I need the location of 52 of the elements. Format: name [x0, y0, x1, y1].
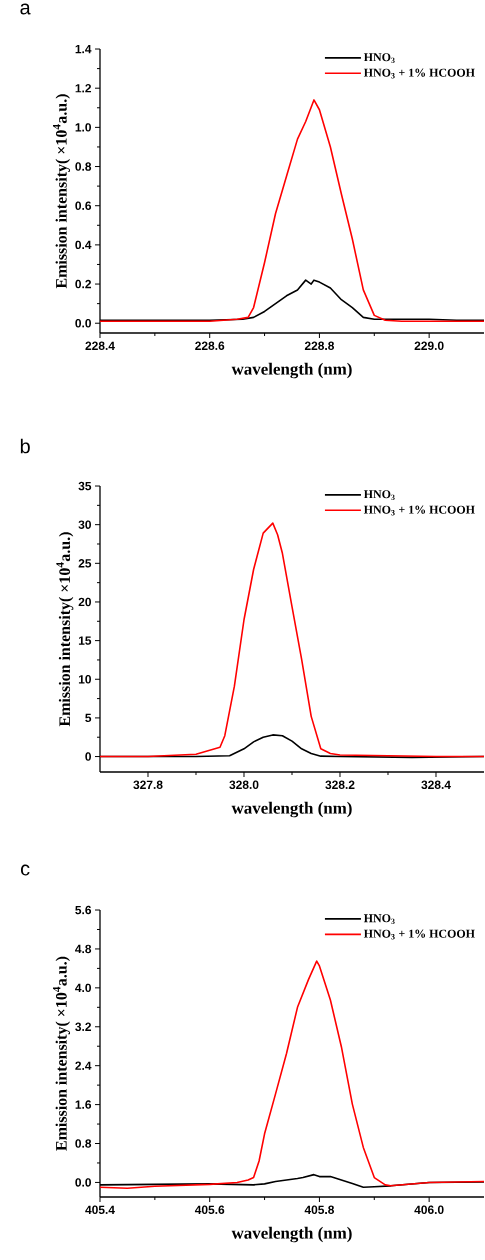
legend-label: HNO$_{3}$ [363, 914, 395, 924]
x-tick-label: 228.4 [85, 341, 115, 350]
legend-label: HNO$_{3}$ + 1% HCOOH [363, 929, 475, 940]
y-tick-label: 1.0 [75, 123, 91, 132]
y-tick-label: 5 [85, 713, 92, 723]
y-axis-title: Emission intensity( ×10$^{4}$a.u.) [56, 532, 74, 727]
y-tick-label: 30 [78, 520, 91, 529]
y-tick-label: 0.8 [75, 1139, 92, 1148]
x-tick-label: 228.8 [304, 341, 335, 350]
y-tick-label: 35 [78, 481, 92, 491]
x-tick-label: 405.4 [85, 1205, 115, 1214]
y-tick-label: 0.0 [75, 319, 91, 328]
x-axis-title: wavelength (nm) [231, 362, 352, 379]
x-tick-label: 229.0 [414, 341, 444, 350]
legend-label: HNO$_{3}$ + 1% HCOOH [363, 68, 475, 79]
y-tick-label: 5.6 [75, 905, 92, 915]
y-tick-label: 3.2 [75, 1022, 92, 1032]
y-tick-label: 0.8 [75, 162, 92, 171]
x-tick-label: 405.8 [304, 1205, 335, 1214]
x-tick-label: 327.8 [133, 780, 163, 790]
y-tick-label: 0.4 [75, 240, 92, 250]
y-tick-label: 0.6 [75, 201, 92, 210]
legend-label: HNO$_{3}$ [363, 53, 395, 63]
x-tick-label: 406.0 [414, 1205, 444, 1214]
x-axis-title: wavelength (nm) [231, 1226, 352, 1243]
y-tick-label: 0.2 [75, 279, 92, 289]
y-tick-label: 1.4 [75, 44, 92, 54]
x-tick-label: 228.6 [195, 341, 225, 350]
y-tick-label: 4.0 [75, 983, 91, 993]
y-axis-title: Emission intensity( ×10$^{4}$a.u.) [52, 956, 71, 1151]
x-tick-label: 328.2 [325, 780, 355, 790]
chart-title: c [20, 864, 30, 876]
y-tick-label: 15 [78, 636, 92, 645]
y-tick-label: 10 [78, 675, 91, 684]
x-tick-label: 328.0 [229, 780, 259, 790]
x-tick-label: 405.6 [194, 1205, 225, 1214]
legend-label: HNO$_{3}$ + 1% HCOOH [363, 505, 475, 516]
y-tick-label: 1.6 [75, 1100, 92, 1109]
y-tick-label: 0.0 [75, 1178, 91, 1187]
y-tick-label: 20 [78, 597, 91, 607]
chart-title: b [20, 438, 30, 454]
line-series [100, 960, 484, 1190]
y-tick-label: 4.8 [75, 944, 92, 954]
x-axis-title: wavelength (nm) [231, 801, 352, 818]
y-tick-label: 25 [78, 559, 92, 568]
y-axis-title: Emission intensity( ×10$^{4}$a.u.) [52, 94, 71, 289]
chart-title: a [20, 3, 31, 15]
y-tick-label: 1.2 [75, 84, 92, 93]
y-tick-label: 2.4 [75, 1061, 92, 1070]
x-tick-label: 328.4 [421, 780, 451, 790]
y-tick-label: 0 [85, 752, 91, 761]
legend-label: HNO$_{3}$ [363, 490, 395, 500]
